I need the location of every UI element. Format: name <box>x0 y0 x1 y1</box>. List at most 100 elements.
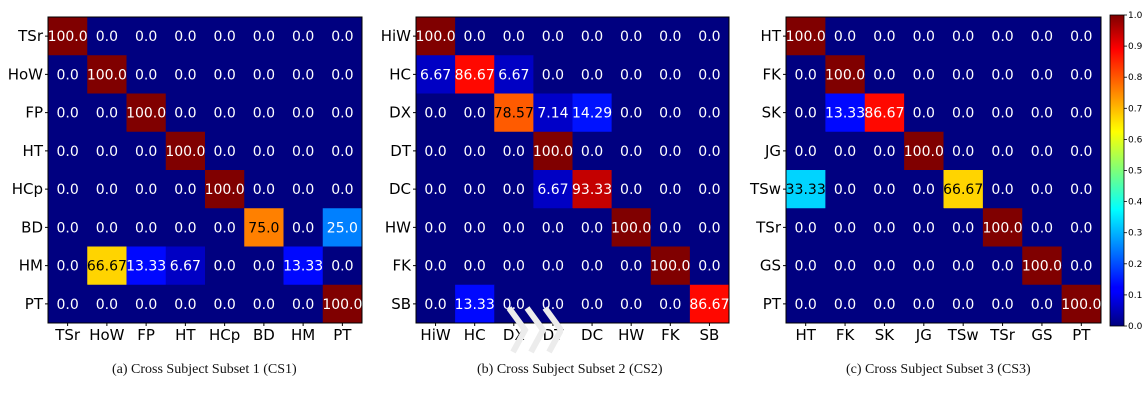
cell-value-label: 100.0 <box>1022 259 1062 275</box>
matrix-cell <box>494 170 534 209</box>
matrix-cell <box>689 208 730 247</box>
y-tick-label: FK <box>393 257 413 275</box>
colorbar-tick-label: 0.0 <box>1128 322 1143 332</box>
matrix-cell <box>689 246 730 286</box>
y-tick-label: HM <box>19 257 43 275</box>
cell-value-label: 0.0 <box>253 67 275 83</box>
cell-value-label: 100.0 <box>416 29 456 45</box>
matrix-cell <box>322 55 363 94</box>
y-tick-label: GS <box>760 257 781 275</box>
matrix-cell <box>126 93 167 133</box>
cell-value-label: 0.0 <box>424 297 446 313</box>
cell-value-label: 0.0 <box>56 106 78 122</box>
matrix-frame <box>47 16 363 324</box>
colorbar-tick-label: 0.9 <box>1128 42 1143 52</box>
matrix-cell <box>87 170 127 209</box>
matrix-cell <box>205 55 245 94</box>
cell-value-label: 13.33 <box>825 106 865 122</box>
cell-value-label: 0.0 <box>253 182 275 198</box>
cell-value-label: 0.0 <box>913 220 935 236</box>
matrix-cell <box>494 131 534 171</box>
cell-value-label: 0.0 <box>135 220 157 236</box>
matrix-cell <box>455 170 495 209</box>
x-tick-label: HT <box>795 326 816 344</box>
matrix-cell <box>982 93 1023 133</box>
matrix-cell <box>650 170 691 209</box>
colorbar-tick-label: 0.7 <box>1128 104 1142 114</box>
cell-value-label: 0.0 <box>292 106 314 122</box>
matrix-cell <box>1022 93 1063 133</box>
confusion-matrix-3: 100.0 0.0 0.0 0.0 0.0 0.0 0.0 0.0 HT 0.0 100.0 0.0 0… <box>749 16 1102 344</box>
matrix-cell <box>416 284 456 324</box>
cell-value-label: 0.0 <box>424 144 446 160</box>
matrix-cell <box>1022 208 1063 247</box>
matrix-cell <box>864 170 905 209</box>
matrix-cell <box>455 17 495 56</box>
x-tick-label: SK <box>875 326 896 344</box>
matrix-cell <box>244 208 284 247</box>
cell-value-label: 0.0 <box>834 182 856 198</box>
x-tick-label: FK <box>661 326 681 344</box>
cell-value-label: 0.0 <box>213 297 235 313</box>
matrix-cell <box>283 170 324 209</box>
y-tick-label: DX <box>389 104 411 122</box>
matrix-cell <box>864 131 905 171</box>
y-tick-label: PT <box>763 295 782 313</box>
cell-value-label: 0.0 <box>253 144 275 160</box>
matrix-cell <box>455 131 495 171</box>
matrix-cell <box>165 284 206 324</box>
cell-value-label: 0.0 <box>834 144 856 160</box>
cell-value-label: 0.0 <box>698 259 720 275</box>
cell-value-label: 0.0 <box>1070 144 1092 160</box>
cell-value-label: 0.0 <box>253 259 275 275</box>
cell-value-label: 0.0 <box>873 220 895 236</box>
cell-value-label: 0.0 <box>331 106 353 122</box>
cell-value-label: 0.0 <box>1070 259 1092 275</box>
matrix-cell <box>611 208 652 247</box>
cell-value-label: 0.0 <box>56 67 78 83</box>
cell-value-label: 0.0 <box>991 29 1013 45</box>
matrix-cell <box>1061 17 1102 56</box>
cell-value-label: 0.0 <box>581 67 603 83</box>
matrix-cell <box>48 55 88 94</box>
cell-value-label: 0.0 <box>135 67 157 83</box>
matrix-cell <box>533 17 573 56</box>
colorbar-tick-label: 0.8 <box>1128 73 1143 83</box>
cell-value-label: 0.0 <box>991 144 1013 160</box>
cell-value-label: 0.0 <box>795 297 817 313</box>
cell-value-label: 0.0 <box>873 297 895 313</box>
matrix-cell <box>244 17 284 56</box>
matrix-cell <box>1061 55 1102 94</box>
cell-value-label: 0.0 <box>620 182 642 198</box>
matrix-cell <box>572 284 613 324</box>
cell-value-label: 0.0 <box>135 144 157 160</box>
matrix-cell <box>1022 131 1063 171</box>
cell-value-label: 0.0 <box>834 259 856 275</box>
matrix-cell <box>416 93 456 133</box>
matrix-cell <box>416 170 456 209</box>
cell-value-label: 0.0 <box>581 29 603 45</box>
matrix-cell <box>904 284 944 324</box>
matrix-cell <box>904 17 944 56</box>
matrix-cell <box>943 93 984 133</box>
cell-value-label: 100.0 <box>650 259 690 275</box>
matrix-cell <box>786 170 826 209</box>
cell-value-label: 0.0 <box>795 106 817 122</box>
cell-value-label: 0.0 <box>991 67 1013 83</box>
y-tick-label: FK <box>763 65 783 83</box>
cell-value-label: 86.67 <box>864 106 904 122</box>
matrix-cell <box>126 170 167 209</box>
cell-value-label: 0.0 <box>1031 106 1053 122</box>
matrix-cell <box>1022 170 1063 209</box>
cell-value-label: 0.0 <box>135 297 157 313</box>
cell-value-label: 0.0 <box>464 220 486 236</box>
matrix-cell <box>1022 55 1063 94</box>
confusion-matrix-1: 100.0 0.0 0.0 0.0 0.0 0.0 0.0 0.0 TSr 0.0 100.0 0.0… <box>8 16 363 344</box>
y-tick-label: PT <box>25 295 44 313</box>
y-tick-label: HiW <box>381 27 411 45</box>
cell-value-label: 0.0 <box>873 29 895 45</box>
matrix-cell <box>786 284 826 324</box>
colorbar-tick-label: 0.4 <box>1128 198 1143 208</box>
matrix-cell <box>982 208 1023 247</box>
y-tick-label: BD <box>21 218 43 236</box>
